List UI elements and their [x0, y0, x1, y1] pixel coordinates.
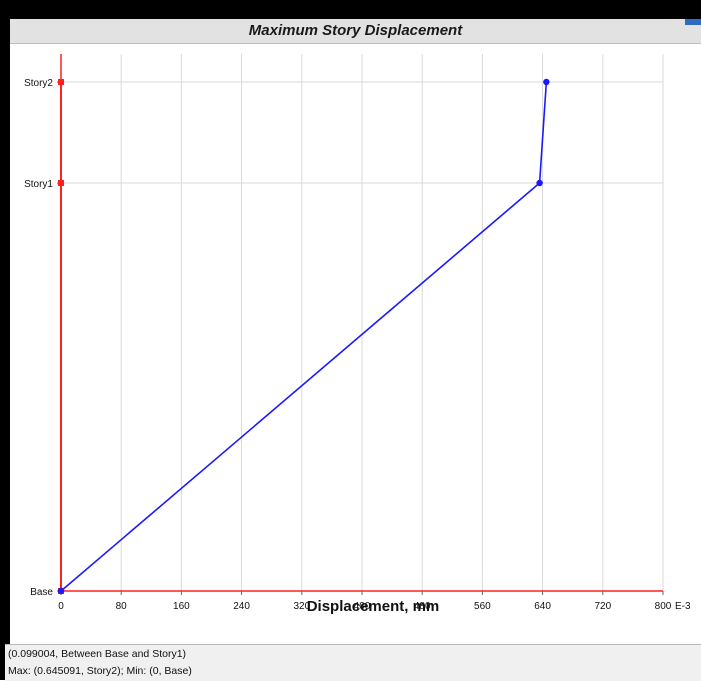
displacement-series-line	[60, 81, 548, 592]
x-tick-label: 0	[58, 601, 64, 612]
x-tick-label: 800	[655, 601, 672, 612]
reference-point	[58, 180, 64, 186]
x-tick-label: 720	[594, 601, 611, 612]
x-tick-label: 640	[534, 601, 551, 612]
x-tick-label: 240	[233, 601, 250, 612]
x-tick-label: 480	[414, 601, 431, 612]
status-max-min-readout: Max: (0.645091, Story2); Min: (0, Base)	[8, 665, 192, 677]
chart-title: Maximum Story Displacement	[248, 22, 463, 39]
chart-title-bar: Maximum Story Displacement	[10, 19, 701, 44]
x-axis-title: Displacement, mm	[307, 598, 440, 615]
plot-panel: 0 80 160 240 320 400 480 560 640 720 800 E-3 Base Sto…	[10, 44, 701, 644]
x-tick-label: 320	[293, 601, 310, 612]
y-category-label: Story2	[24, 78, 53, 89]
status-bar: (0.099004, Between Base and Story1) Max:…	[5, 644, 701, 681]
title-bar-accent	[685, 19, 701, 25]
x-tick-label: 80	[116, 601, 128, 612]
y-category-label: Story1	[24, 179, 53, 190]
x-tick-label: 160	[173, 601, 190, 612]
status-cursor-readout: (0.099004, Between Base and Story1)	[8, 648, 187, 660]
x-unit-suffix: E-3	[675, 601, 691, 612]
displacement-chart: 0 80 160 240 320 400 480 560 640 720 800 E-3 Base Sto…	[24, 54, 691, 615]
displacement-point	[57, 587, 65, 595]
x-tick-label: 400	[354, 601, 371, 612]
reference-point	[58, 79, 64, 85]
y-category-label: Base	[30, 587, 53, 598]
x-tick-label: 560	[474, 601, 491, 612]
displacement-point	[543, 78, 550, 86]
displacement-point	[536, 179, 543, 187]
